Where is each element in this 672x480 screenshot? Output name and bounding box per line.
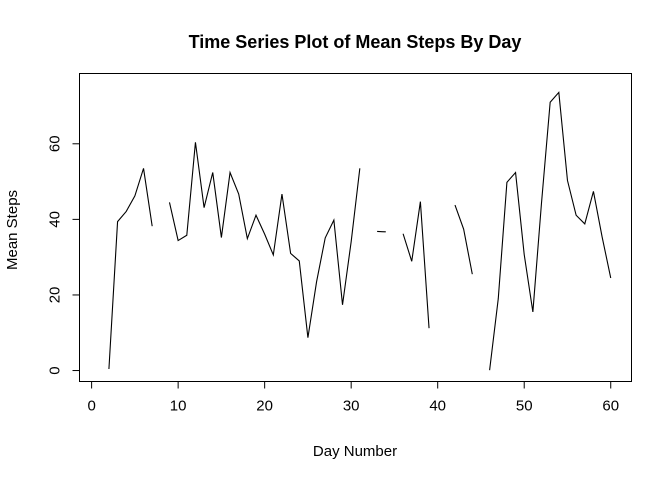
x-tick-label: 30 <box>343 398 360 415</box>
y-tick-label: 60 <box>47 135 64 152</box>
x-tick-label: 10 <box>170 398 187 415</box>
y-tick-label: 40 <box>47 211 64 228</box>
x-tick-label: 60 <box>602 398 619 415</box>
x-tick-label: 20 <box>256 398 273 415</box>
series-line-segment <box>168 142 361 338</box>
y-tick-label: 20 <box>47 287 64 304</box>
y-axis: 0 20 40 60 <box>47 135 80 375</box>
x-axis: 0 10 20 30 40 50 60 <box>87 381 619 415</box>
x-tick-label: 50 <box>516 398 533 415</box>
series-line-segment <box>454 204 473 275</box>
x-tick-label: 0 <box>87 398 95 415</box>
x-axis-label: Day Number <box>313 443 397 460</box>
y-axis-label: Mean Steps <box>4 190 21 270</box>
series-line-segment <box>402 201 430 329</box>
y-tick-label: 0 <box>47 366 64 374</box>
series-layer <box>108 91 612 371</box>
chart-title: Time Series Plot of Mean Steps By Day <box>189 32 522 52</box>
series-line-segment <box>108 168 153 370</box>
x-tick-label: 40 <box>429 398 446 415</box>
series-line-segment <box>489 91 612 371</box>
